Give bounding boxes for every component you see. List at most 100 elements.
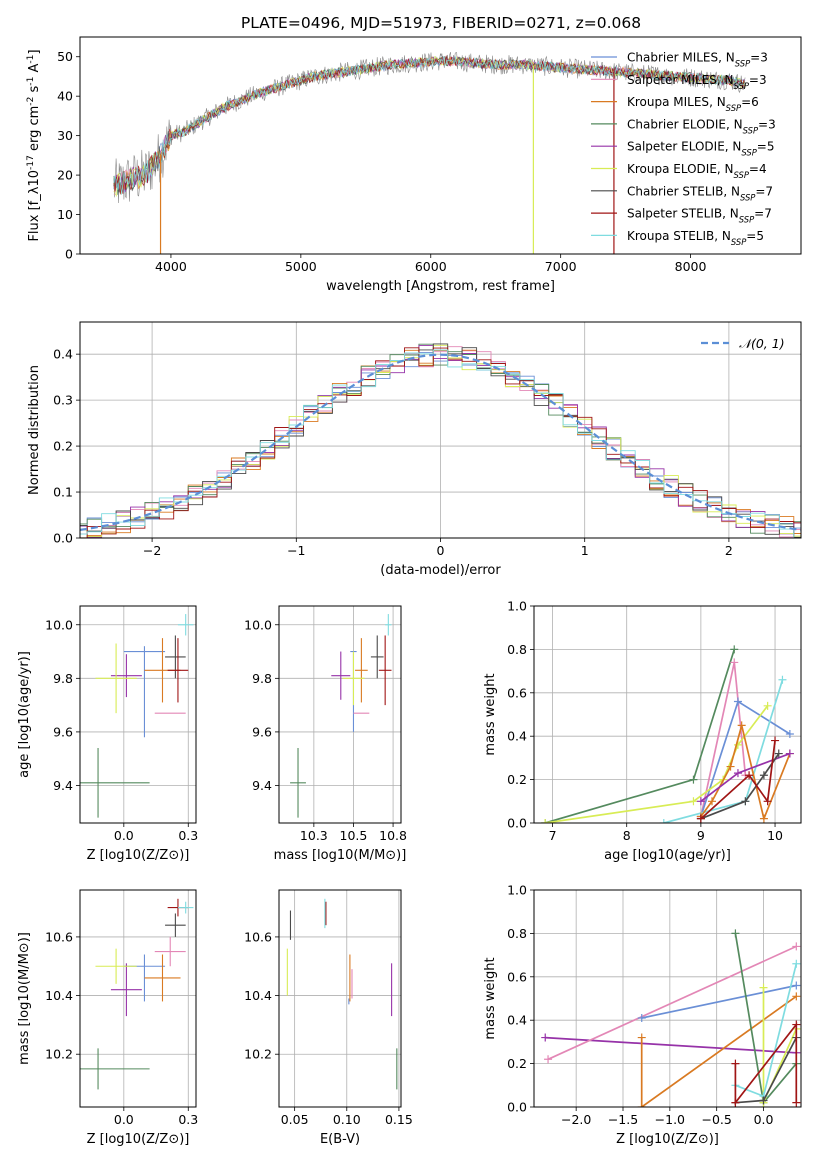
x-tick-label: 8 — [623, 828, 631, 843]
weight-marker-kroupa-stelib — [778, 675, 787, 684]
weight-line-salpeter-miles — [547, 945, 797, 1061]
y-tick-label: 0.4 — [507, 1013, 527, 1028]
x-tick-label: 0.3 — [178, 1112, 198, 1127]
plot-area — [113, 52, 746, 254]
weight-line-kroupa-miles — [640, 995, 797, 1107]
spectrum-panel: 4000 5000 6000 7000 8000 0 10 20 30 40 50 wavelengt… — [26, 36, 802, 294]
y-tick-label: 9.4 — [252, 778, 272, 793]
y-tick-label: 9.6 — [53, 724, 73, 739]
x-axis-label: E(B-V) — [320, 1132, 360, 1147]
x-tick-label: −1.5 — [608, 1112, 638, 1127]
weight-marker-kroupa-elodie — [759, 983, 768, 992]
residual-histogram-chabrier-stelib — [80, 343, 801, 538]
weight-line-salpeter-stelib — [700, 740, 776, 820]
weight-marker-kroupa-miles — [726, 762, 735, 771]
weight-marker-chabrier-stelib — [741, 797, 750, 806]
axes-frame — [278, 889, 402, 1108]
x-tick-label: 2 — [725, 543, 733, 558]
residuals-panel: −2 −1 0 1 2 0.0 0.1 0.2 0.3 0.4 (data-model)/error… — [27, 321, 802, 578]
axes-frame — [533, 889, 802, 1108]
axes-frame — [79, 36, 802, 255]
weight-marker-chabrier-miles — [733, 697, 742, 706]
y-axis-label: mass weight — [483, 673, 498, 755]
y-tick-label: 0.0 — [507, 816, 527, 831]
y-tick-label: 10.4 — [45, 988, 73, 1003]
legend-label-chabrier-elodie: Chabrier ELODIE, NSSP=3 — [627, 117, 776, 135]
weight-marker-chabrier-stelib — [774, 749, 783, 758]
y-tick-label: 0.2 — [507, 772, 527, 787]
y-tick-label: 20 — [57, 168, 73, 183]
x-axis-label: Z [log10(Z/Z⊙)] — [87, 848, 190, 863]
plot-area — [286, 898, 398, 1090]
y-tick-label: 0.3 — [53, 393, 73, 408]
x-tick-label: 1 — [581, 543, 589, 558]
x-tick-label: 0.10 — [333, 1112, 361, 1127]
x-tick-label: 0.0 — [754, 1112, 774, 1127]
weight-marker-chabrier-miles — [792, 981, 801, 990]
y-axis-label: mass [log10(M/M⊙)] — [17, 932, 32, 1065]
x-tick-label: 10 — [767, 828, 783, 843]
weight-marker-kroupa-elodie — [541, 819, 550, 823]
weight-marker-kroupa-miles — [708, 797, 716, 806]
plot-area — [541, 929, 801, 1107]
weight-marker-kroupa-miles — [737, 721, 746, 730]
y-tick-label: 10.6 — [244, 929, 272, 944]
legend-label-kroupa-miles: Kroupa MILES, NSSP=6 — [627, 95, 759, 113]
weight-line-chabrier-miles — [641, 984, 797, 1019]
weight-marker-salpeter-stelib — [731, 1059, 740, 1068]
weight-marker-salpeter-elodie — [541, 1033, 550, 1042]
y-tick-label: 0.0 — [53, 531, 73, 546]
weight-marker-salpeter-stelib — [771, 736, 780, 745]
x-tick-label: 8000 — [675, 259, 707, 274]
x-tick-label: 0.3 — [178, 828, 198, 843]
weight-marker-kroupa-stelib — [659, 819, 668, 823]
weight-marker-kroupa-miles — [637, 1103, 646, 1107]
legend-label-chabrier-stelib: Chabrier STELIB, NSSP=7 — [627, 184, 773, 202]
y-tick-label: 0.6 — [507, 969, 527, 984]
x-tick-label: −1 — [287, 543, 305, 558]
plot-area — [80, 343, 801, 538]
y-tick-label: 0.1 — [53, 485, 73, 500]
y-tick-label: 10.4 — [244, 988, 272, 1003]
x-axis-label: Z [log10(Z/Z⊙)] — [87, 1132, 190, 1147]
weight-line-salpeter-elodie — [545, 1036, 797, 1054]
legend-label-normal: 𝒩(0, 1) — [739, 336, 785, 351]
age-vs-mass-panel: 10.3 10.5 10.8 9.4 9.6 9.8 10.0 mass [log10(M/M… — [244, 605, 407, 863]
x-tick-label: 0 — [437, 543, 445, 558]
weight-marker-salpeter-stelib — [792, 1020, 801, 1029]
normal-reference-curve — [80, 353, 801, 531]
y-tick-label: 0.4 — [507, 729, 527, 744]
y-tick-label: 9.6 — [252, 724, 272, 739]
legend-label-salpeter-stelib: Salpeter STELIB, NSSP=7 — [627, 207, 772, 225]
weight-marker-chabrier-elodie — [731, 929, 740, 938]
weight-marker-salpeter-elodie — [785, 749, 794, 758]
x-axis-label: (data-model)/error — [380, 563, 501, 578]
mass-vs-metallicity-panel: 0.0 0.3 10.2 10.4 10.6 Z [log10(Z/Z⊙)] mass [l… — [17, 889, 198, 1147]
y-tick-label: 0.0 — [507, 1100, 527, 1115]
weight-marker-kroupa-stelib — [792, 959, 801, 968]
weight-marker-kroupa-miles — [759, 814, 768, 823]
y-tick-label: 30 — [57, 128, 73, 143]
y-tick-label: 50 — [57, 49, 73, 64]
x-tick-label: 10.5 — [340, 828, 368, 843]
weight-marker-chabrier-miles — [637, 1014, 646, 1023]
x-axis-label: age [log10(age/yr)] — [604, 848, 731, 863]
age-vs-metallicity-panel: 0.0 0.3 9.4 9.6 9.8 10.0 Z [log10(Z/Z⊙)] age [l… — [17, 605, 198, 863]
weight-marker-salpeter-miles — [730, 658, 739, 667]
y-tick-label: 0.2 — [507, 1056, 527, 1071]
figure-title: PLATE=0496, MJD=51973, FIBERID=0271, z=0… — [241, 14, 641, 32]
x-tick-label: 0.0 — [114, 1112, 134, 1127]
y-axis-label: mass weight — [483, 957, 498, 1039]
y-axis-label: Flux [f_λ10-17 erg cm-2 s-1 A-1] — [26, 49, 42, 241]
weight-marker-kroupa-elodie — [689, 797, 698, 806]
weight-vs-metallicity-panel: −2.0 −1.5 −1.0 −0.5 0.0 0.0 0.2 0.4 0.6 0.8 1.0 Z [… — [483, 883, 802, 1147]
y-tick-label: 1.0 — [507, 599, 527, 614]
y-tick-label: 10.0 — [244, 617, 272, 632]
legend-label-chabrier-miles: Chabrier MILES, NSSP=3 — [627, 51, 768, 69]
x-tick-label: 0.05 — [281, 1112, 309, 1127]
y-tick-label: 0.6 — [507, 685, 527, 700]
axes-frame — [79, 321, 802, 539]
y-axis-label: age [log10(age/yr)] — [17, 651, 32, 778]
x-axis-label: Z [log10(Z/Z⊙)] — [616, 1132, 719, 1147]
